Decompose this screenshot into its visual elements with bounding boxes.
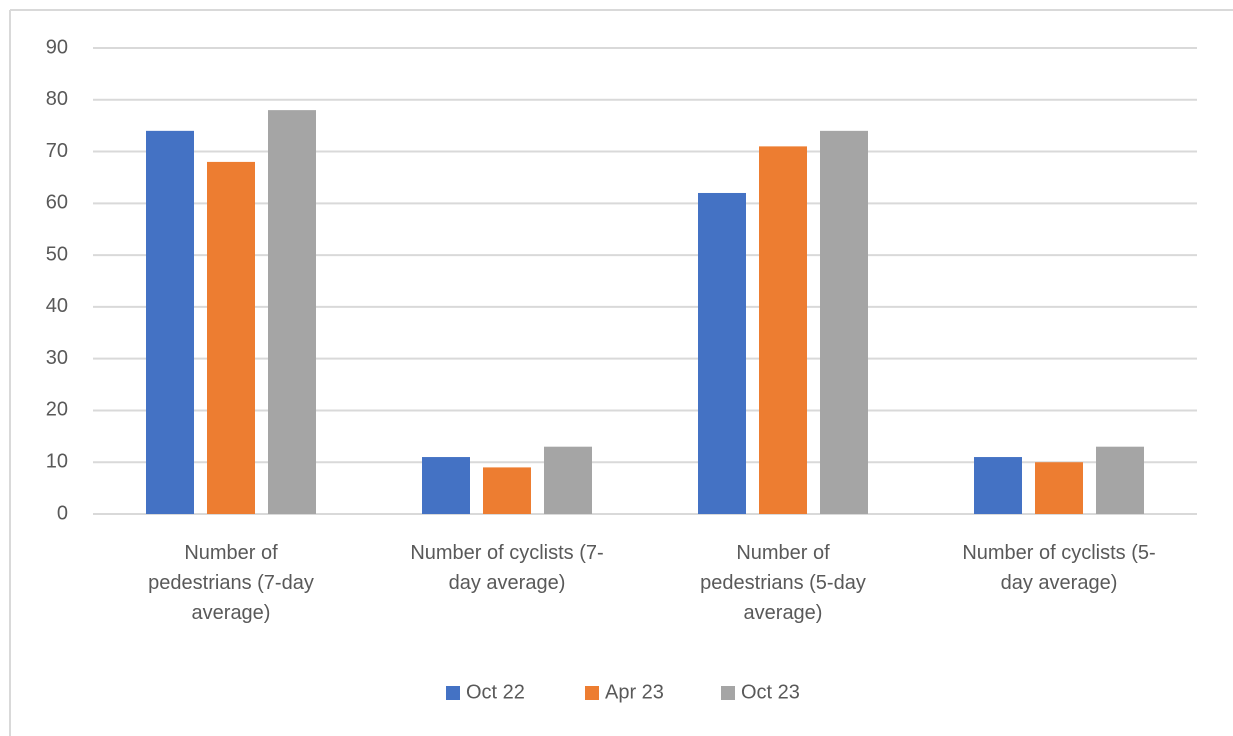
y-tick-label: 20 <box>46 399 68 421</box>
bar <box>1035 462 1083 514</box>
y-tick-label: 40 <box>46 295 68 317</box>
bar <box>207 161 255 514</box>
legend-swatch <box>721 686 735 700</box>
legend-swatch <box>446 686 460 700</box>
bar <box>698 192 746 514</box>
bar <box>268 110 316 514</box>
bar <box>1096 446 1144 514</box>
x-tick-label: Number of pedestrians (5-day average) <box>700 542 866 624</box>
y-tick-label: 80 <box>46 88 68 110</box>
y-tick-label: 90 <box>46 36 68 58</box>
bar <box>974 457 1022 514</box>
legend-label: Oct 22 <box>466 681 525 703</box>
x-tick-label: Number of cyclists (7-day average) <box>410 542 604 594</box>
legend-label: Apr 23 <box>605 681 664 703</box>
bar <box>820 130 868 514</box>
y-tick-label: 70 <box>46 140 68 162</box>
y-tick-label: 10 <box>46 451 68 473</box>
x-tick-label: Number of cyclists (5-day average) <box>962 542 1156 594</box>
legend-swatch <box>585 686 599 700</box>
bar <box>759 146 807 514</box>
bar <box>483 467 531 514</box>
bar <box>422 457 470 514</box>
y-tick-label: 0 <box>57 502 68 524</box>
x-tick-label: Number of pedestrians (7-day average) <box>148 542 314 624</box>
y-tick-label: 50 <box>46 243 68 265</box>
bar <box>544 446 592 514</box>
bar <box>146 130 194 514</box>
y-tick-label: 30 <box>46 347 68 369</box>
y-tick-label: 60 <box>46 192 68 214</box>
legend-label: Oct 23 <box>741 681 800 703</box>
